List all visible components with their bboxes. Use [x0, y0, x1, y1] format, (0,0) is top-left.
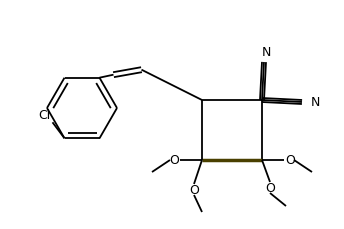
Text: O: O: [189, 183, 199, 196]
Text: O: O: [265, 182, 275, 194]
Text: O: O: [285, 153, 295, 166]
Text: N: N: [311, 95, 320, 109]
Text: N: N: [261, 46, 271, 60]
Text: O: O: [169, 153, 179, 166]
Text: Cl: Cl: [39, 109, 51, 122]
